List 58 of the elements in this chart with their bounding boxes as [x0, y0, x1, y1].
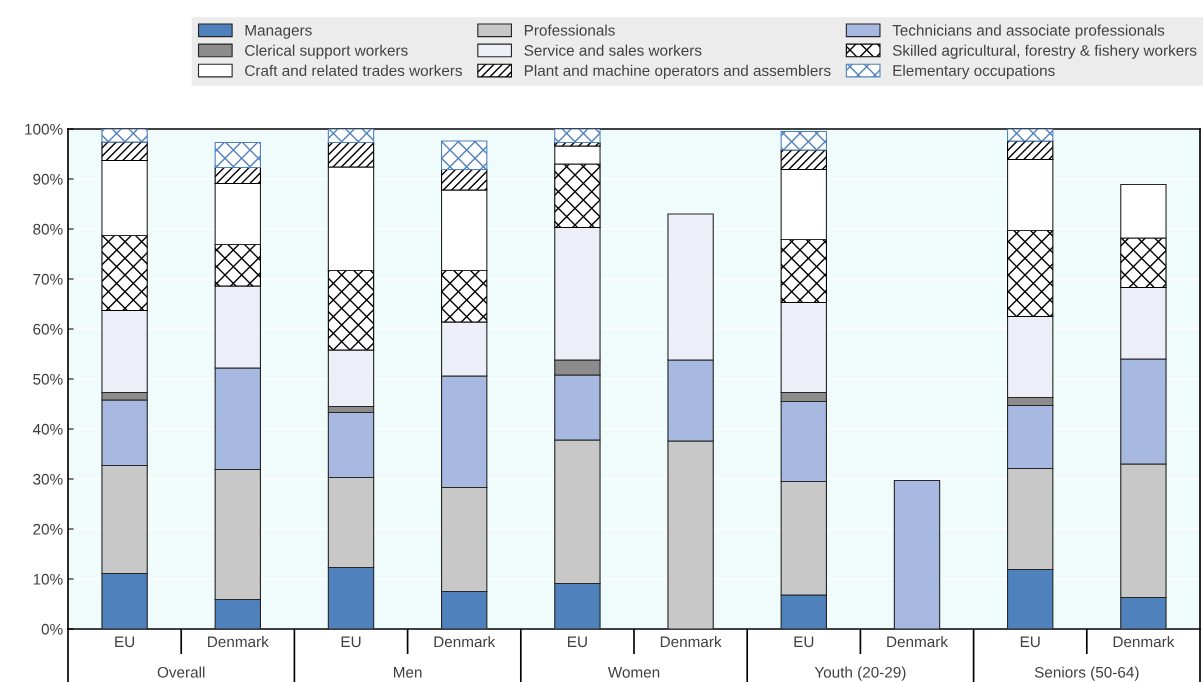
x-tick-label: Denmark: [1113, 635, 1175, 648]
bar: [554, 163, 601, 229]
y-tick-label: 0%: [41, 623, 63, 635]
bar: [101, 234, 148, 312]
bar: [441, 168, 488, 191]
y-tick-label: 40%: [32, 423, 63, 435]
bar: [1007, 229, 1054, 318]
bar: [327, 129, 375, 144]
x-tick-label: Denmark: [660, 635, 722, 648]
legend-label: Skilled agricultural, forestry & fishery workers: [892, 44, 1197, 59]
bar: [101, 129, 148, 143]
text: Youth (20-29): [814, 666, 906, 681]
bar: [327, 269, 375, 351]
text: Men: [393, 667, 422, 678]
x-tick-label: Denmark: [887, 635, 949, 648]
bar: [327, 141, 375, 168]
legend-label: Clerical support workers: [245, 44, 408, 59]
bar: [780, 130, 827, 151]
text: Women: [607, 667, 660, 678]
bar: [780, 149, 827, 171]
bar: [214, 243, 261, 287]
bar: [441, 269, 488, 323]
bar: [441, 140, 488, 171]
legend-label: Plant and machine operators and assemblers: [524, 64, 831, 80]
x-tick-label: EU: [341, 636, 361, 648]
bar: [214, 166, 261, 185]
bar: [214, 141, 261, 169]
bar: [101, 141, 148, 162]
legend-label: Professionals: [524, 24, 615, 36]
x-tick-label: EU: [568, 636, 587, 648]
text: Overall: [157, 666, 205, 678]
bar: [554, 129, 601, 144]
bar: [1120, 237, 1167, 289]
y-tick-label: 50%: [33, 373, 63, 385]
y-tick-label: 70%: [33, 273, 63, 285]
y-tick-label: 90%: [33, 173, 63, 185]
bar: [893, 479, 941, 629]
legend-label: Technicians and associate professionals: [892, 24, 1165, 39]
legend-label: Managers: [245, 25, 312, 39]
x-tick-label: EU: [115, 636, 135, 648]
legend-label: Service and sales workers: [524, 44, 702, 56]
legend-label: Craft and related trades workers: [245, 64, 463, 76]
legend-label: Elementary occupations: [893, 64, 1055, 80]
bar: [554, 145, 601, 165]
x-tick-label: Denmark: [434, 635, 496, 648]
y-tick-label: 80%: [33, 223, 63, 235]
y-tick-label: 30%: [33, 473, 63, 485]
y-tick-label: 10%: [33, 573, 63, 585]
text: Seniors (50-64): [1034, 666, 1139, 681]
y-tick-label: 60%: [33, 323, 63, 335]
x-tick-label: EU: [794, 636, 814, 648]
bar: [1007, 140, 1054, 161]
bar: [780, 238, 827, 304]
bar: [1007, 129, 1054, 142]
y-tick-label: 100%: [25, 123, 63, 135]
x-tick-label: Denmark: [208, 635, 269, 648]
y-tick-label: 20%: [33, 523, 63, 535]
x-tick-label: EU: [1020, 636, 1040, 648]
